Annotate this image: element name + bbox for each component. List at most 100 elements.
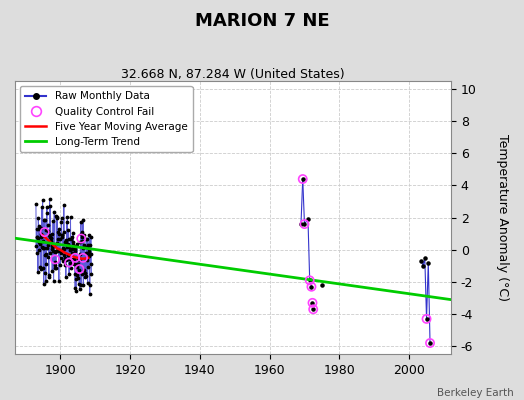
Point xyxy=(48,268,57,274)
Point xyxy=(299,176,307,182)
Point xyxy=(55,226,63,232)
Point xyxy=(51,258,59,265)
Point xyxy=(41,227,50,234)
Point xyxy=(36,240,44,246)
Point xyxy=(78,238,86,244)
Point xyxy=(79,217,87,223)
Point xyxy=(305,277,314,284)
Point xyxy=(51,262,60,268)
Point xyxy=(87,251,95,257)
Point xyxy=(36,225,45,231)
Point xyxy=(60,228,68,235)
Point xyxy=(422,316,431,322)
Point xyxy=(426,340,434,346)
Point xyxy=(299,176,307,182)
Point xyxy=(72,288,80,294)
Point xyxy=(421,255,429,261)
Point xyxy=(68,239,77,246)
Point xyxy=(85,249,93,256)
Point xyxy=(52,265,60,271)
Point xyxy=(57,250,65,256)
Point xyxy=(41,269,49,276)
Point xyxy=(48,231,57,237)
Point xyxy=(318,282,326,288)
Point xyxy=(64,236,73,242)
Point xyxy=(66,256,74,262)
Point xyxy=(43,245,51,251)
Point xyxy=(77,282,85,288)
Point xyxy=(50,249,59,255)
Point xyxy=(77,231,85,237)
Point xyxy=(424,260,432,266)
Point xyxy=(73,241,81,247)
Point xyxy=(34,215,42,222)
Point xyxy=(62,274,70,280)
Point xyxy=(72,243,81,249)
Point xyxy=(308,300,316,306)
Point xyxy=(60,252,69,258)
Point xyxy=(70,259,79,266)
Point xyxy=(53,247,62,253)
Point xyxy=(47,235,55,242)
Point xyxy=(40,217,48,223)
Point xyxy=(73,275,82,281)
Point xyxy=(64,252,72,259)
Point xyxy=(49,242,57,249)
Point xyxy=(75,256,83,263)
Point xyxy=(81,250,90,256)
Point xyxy=(48,243,56,249)
Point xyxy=(40,281,48,288)
Point xyxy=(66,247,74,253)
Point xyxy=(82,256,90,262)
Text: Berkeley Earth: Berkeley Earth xyxy=(437,388,514,398)
Point xyxy=(35,238,43,245)
Point xyxy=(56,261,64,268)
Point xyxy=(83,257,91,263)
Point xyxy=(85,253,94,260)
Point xyxy=(65,244,73,250)
Point xyxy=(79,245,87,251)
Point xyxy=(58,234,66,240)
Point xyxy=(75,266,84,272)
Point xyxy=(68,233,77,240)
Point xyxy=(59,246,68,252)
Point xyxy=(58,231,67,238)
Point xyxy=(44,228,52,234)
Point xyxy=(46,234,54,240)
Point xyxy=(69,242,77,248)
Point xyxy=(81,274,89,280)
Point xyxy=(63,256,72,262)
Point xyxy=(33,234,41,241)
Point xyxy=(85,291,94,298)
Point xyxy=(73,272,82,279)
Point xyxy=(45,274,53,280)
Point xyxy=(307,284,315,290)
Point xyxy=(308,300,316,306)
Point xyxy=(76,238,84,245)
Point xyxy=(70,261,78,267)
Point xyxy=(67,264,75,271)
Point xyxy=(56,248,64,254)
Point xyxy=(417,258,425,264)
Point xyxy=(59,258,68,264)
Point xyxy=(32,201,40,208)
Point xyxy=(72,264,81,270)
Point xyxy=(54,277,63,284)
Point xyxy=(86,242,94,248)
Point xyxy=(64,226,73,233)
Point xyxy=(68,246,76,252)
Point xyxy=(426,340,434,346)
Point xyxy=(49,248,58,254)
Point xyxy=(67,236,75,242)
Point xyxy=(46,250,54,256)
Point xyxy=(75,281,83,287)
Point xyxy=(46,196,54,202)
Point xyxy=(52,213,60,220)
Point xyxy=(40,252,49,258)
Point xyxy=(78,229,86,236)
Point xyxy=(83,236,91,242)
Legend: Raw Monthly Data, Quality Control Fail, Five Year Moving Average, Long-Term Tren: Raw Monthly Data, Quality Control Fail, … xyxy=(20,86,192,152)
Point xyxy=(77,235,85,242)
Point xyxy=(57,219,66,225)
Point xyxy=(88,271,96,277)
